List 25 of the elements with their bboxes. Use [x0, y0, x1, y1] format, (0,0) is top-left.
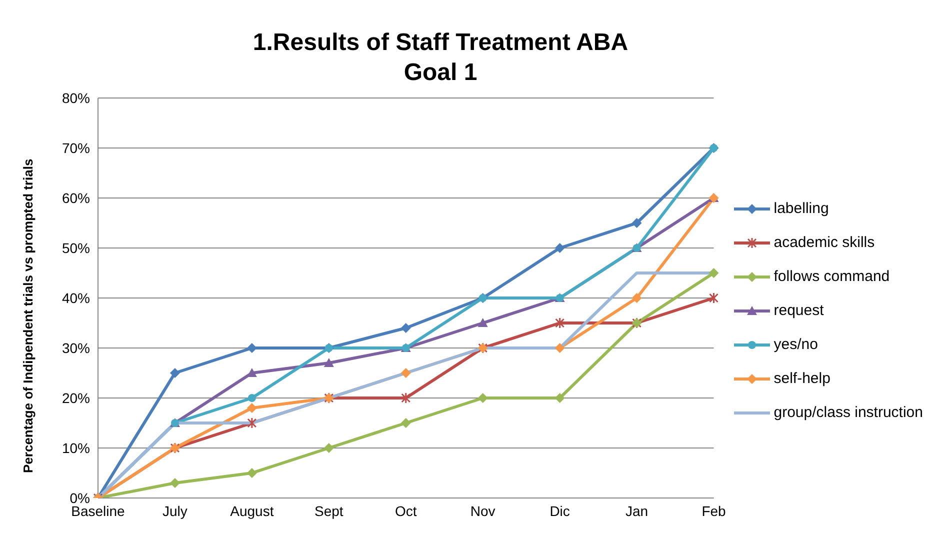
y-tick-label: 60%: [62, 190, 90, 206]
y-axis-title: Percentage of Indipendent trials vs prompted trials: [20, 158, 36, 473]
legend-label: labelling: [774, 198, 829, 218]
x-tick-label: Sept: [314, 502, 344, 519]
legend-label: self-help: [774, 368, 830, 388]
legend-label: yes/no: [774, 334, 818, 354]
y-tick-label: 10%: [62, 440, 90, 456]
x-tick-label: August: [230, 502, 274, 519]
x-tick-label: Dic: [550, 502, 570, 519]
y-tick-label: 40%: [62, 290, 90, 306]
legend-label: group/class instruction: [774, 402, 923, 422]
y-tick-label: 50%: [62, 240, 90, 256]
y-tick-label: 70%: [62, 140, 90, 156]
legend-label: follows command: [774, 266, 890, 286]
y-tick-label: 30%: [62, 340, 90, 356]
x-tick-label: Oct: [394, 502, 417, 519]
chart-title: 1.Results of Staff Treatment ABA Goal 1: [252, 28, 630, 88]
y-tick-label: 80%: [62, 90, 90, 106]
legend-label: academic skills: [774, 232, 875, 252]
legend-label: request: [774, 300, 824, 320]
x-tick-label: Feb: [702, 502, 726, 519]
x-tick-label: Jan: [625, 502, 648, 519]
x-tick-label: Nov: [470, 502, 496, 519]
y-tick-label: 20%: [62, 390, 90, 406]
x-tick-label: July: [162, 502, 188, 519]
